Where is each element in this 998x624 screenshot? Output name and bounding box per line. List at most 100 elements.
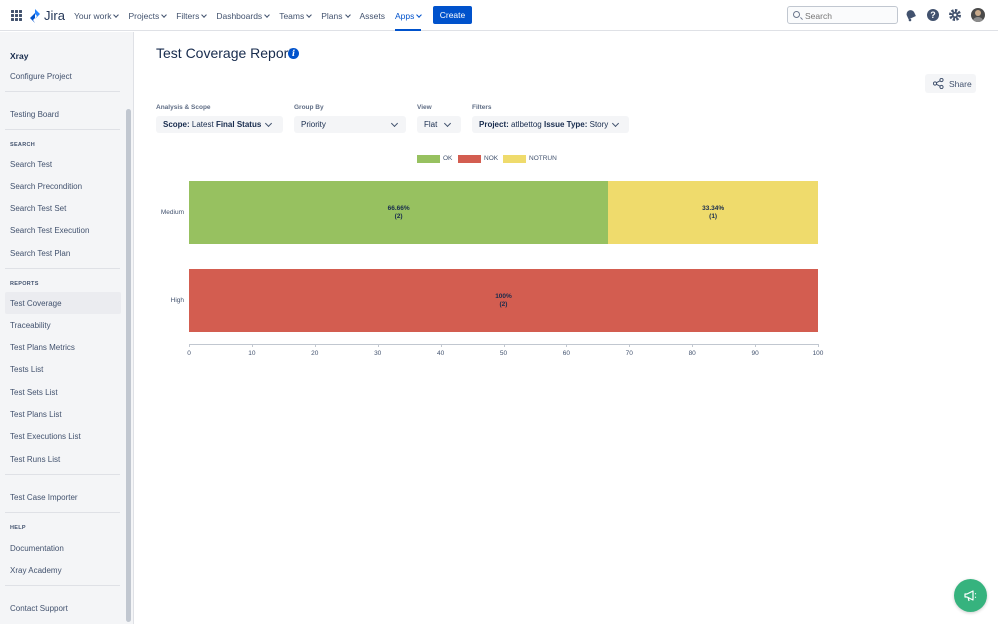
bar-percent-label: 33.34%: [702, 204, 725, 212]
legend-label-notrun: NOTRUN: [529, 155, 557, 162]
x-tick-label: 50: [499, 350, 508, 357]
sidebar-divider: [5, 129, 120, 130]
chevron-down-icon: [113, 11, 120, 18]
sidebar-item-test-executions-list[interactable]: Test Executions List: [10, 432, 81, 442]
issue-type-key: Issue Type:: [543, 120, 588, 129]
bar-count-label: (2): [394, 212, 403, 220]
sidebar-divider: [5, 585, 120, 586]
bar-percent-label: 66.66%: [387, 204, 410, 212]
megaphone-icon: [964, 590, 977, 602]
chevron-down-icon: [201, 11, 208, 18]
nav-item-apps[interactable]: Apps: [395, 0, 423, 31]
sidebar-item-search-test[interactable]: Search Test: [10, 159, 53, 169]
category-label-high: High: [170, 296, 184, 304]
nav-item-label: Projects: [128, 10, 160, 21]
scope-key: Scope:: [163, 120, 190, 129]
search-input[interactable]: [805, 9, 893, 22]
chevron-down-icon: [306, 11, 313, 18]
scope-select[interactable]: Scope: Latest Final Status: [156, 116, 283, 133]
sidebar-item-test-coverage[interactable]: Test Coverage: [5, 292, 121, 314]
notification-icon[interactable]: [904, 8, 918, 22]
x-tick: [314, 344, 316, 347]
nav-item-dashboards[interactable]: Dashboards: [216, 0, 271, 31]
legend-swatch-nok[interactable]: [458, 155, 481, 163]
jira-logo-icon: [30, 8, 40, 23]
legend-swatch-notrun[interactable]: [503, 155, 526, 163]
sidebar-heading-reports: REPORTS: [10, 281, 39, 287]
bar-data-label: 33.34% (1): [702, 205, 724, 221]
nav-item-projects[interactable]: Projects: [128, 0, 168, 31]
bar-medium-notrun[interactable]: 33.34% (1): [608, 181, 818, 244]
x-tick-label: 20: [311, 350, 319, 357]
x-tick: [755, 344, 757, 347]
user-avatar[interactable]: [971, 8, 985, 22]
settings-icon[interactable]: [948, 8, 962, 22]
jira-logo[interactable]: Jira: [29, 8, 65, 23]
nav-item-your-work[interactable]: Your work: [74, 0, 120, 31]
sidebar-divider: [5, 474, 120, 475]
x-tick-label: 40: [436, 350, 445, 357]
sidebar-item-test-runs-list[interactable]: Test Runs List: [10, 454, 61, 464]
legend-swatch-ok[interactable]: [417, 155, 440, 163]
chevron-down-icon: [611, 119, 620, 128]
nav-item-filters[interactable]: Filters: [176, 0, 208, 31]
sidebar-heading-help: HELP: [10, 525, 26, 531]
x-tick-label: 90: [751, 350, 759, 357]
sidebar-divider: [5, 512, 120, 513]
legend-label-nok: NOK: [484, 155, 499, 162]
app-switcher-icon[interactable]: [11, 10, 22, 21]
x-tick: [440, 344, 442, 347]
sidebar-scrollbar[interactable]: [126, 109, 131, 622]
help-icon[interactable]: ?: [926, 8, 940, 22]
sidebar-item-testing-board[interactable]: Testing Board: [10, 109, 59, 119]
group-by-label: Group By: [294, 104, 324, 111]
group-by-value: Priority: [301, 120, 326, 129]
sidebar-item-search-test-plan[interactable]: Search Test Plan: [10, 248, 71, 258]
sidebar-item-test-plans-metrics[interactable]: Test Plans Metrics: [10, 343, 75, 353]
sidebar-item-traceability[interactable]: Traceability: [10, 320, 51, 330]
sidebar-item-xray-academy[interactable]: Xray Academy: [10, 565, 62, 575]
bar-count-label: (1): [709, 212, 718, 220]
project-value: atlbettog: [511, 120, 542, 129]
sidebar-item-configure-project[interactable]: Configure Project: [10, 71, 72, 81]
legend-label-ok: OK: [443, 155, 453, 162]
x-tick: [251, 344, 253, 347]
sidebar-item-tests-list[interactable]: Tests List: [10, 365, 44, 375]
nav-item-plans[interactable]: Plans: [321, 0, 351, 31]
sidebar-item-test-plans-list[interactable]: Test Plans List: [10, 410, 62, 419]
chevron-down-icon: [390, 119, 399, 128]
sidebar-item-contact-support[interactable]: Contact Support: [10, 603, 68, 613]
x-tick: [692, 344, 694, 347]
x-tick: [189, 344, 190, 347]
sidebar-item-test-sets-list[interactable]: Test Sets List: [10, 387, 58, 397]
bar-high-nok[interactable]: 100% (2): [189, 269, 818, 332]
x-tick: [503, 344, 505, 347]
filters-select[interactable]: Project: atlbettog Issue Type: Story: [472, 116, 629, 133]
group-by-select[interactable]: Priority: [294, 116, 406, 133]
feedback-button[interactable]: [954, 579, 987, 612]
view-label: View: [417, 104, 432, 111]
nav-item-assets[interactable]: Assets: [360, 0, 386, 31]
search-box[interactable]: [787, 6, 898, 24]
chevron-down-icon: [416, 11, 423, 18]
issue-type-value: Story: [589, 120, 609, 129]
sidebar-divider: [5, 268, 120, 269]
xray-sidebar: Xray: [0, 32, 134, 624]
chevron-down-icon: [264, 11, 271, 18]
sidebar-item-documentation[interactable]: Documentation: [10, 543, 64, 553]
sidebar-item-search-precondition[interactable]: Search Precondition: [10, 181, 83, 191]
sidebar-item-search-test-set[interactable]: Search Test Set: [10, 204, 67, 214]
create-button[interactable]: Create: [433, 6, 472, 24]
view-select[interactable]: Flat: [417, 116, 461, 133]
sidebar-item-search-test-execution[interactable]: Search Test Execution: [10, 226, 90, 236]
bar-data-label: 66.66% (2): [388, 205, 410, 221]
nav-menu: Your work Projects Filters Dashboards Teams P…: [74, 0, 431, 31]
sidebar-item-test-case-importer[interactable]: Test Case Importer: [10, 492, 78, 502]
nav-item-label: Teams: [279, 10, 305, 21]
view-value: Flat: [424, 120, 438, 129]
info-icon[interactable]: i: [288, 48, 299, 59]
nav-item-teams[interactable]: Teams: [279, 0, 313, 31]
bar-medium-ok[interactable]: 66.66% (2): [189, 181, 609, 244]
share-button[interactable]: Share: [925, 74, 976, 93]
nav-item-label: Dashboards: [216, 10, 263, 21]
